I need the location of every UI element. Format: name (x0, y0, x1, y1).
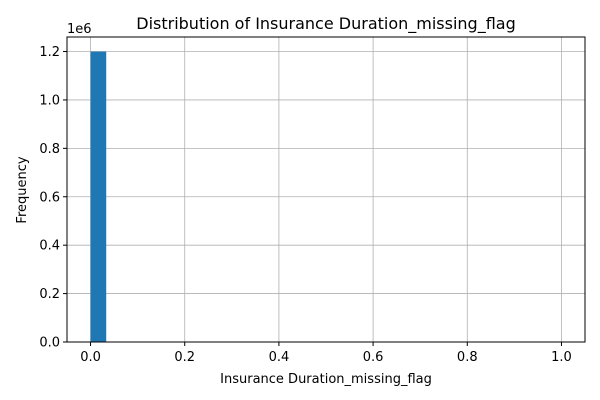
y-axis-ticks: 0.0 0.2 0.4 0.6 0.8 1.0 1.2 (39, 45, 67, 351)
y-tick-label: 1.0 (39, 93, 60, 108)
x-tick-label: 0.6 (363, 350, 384, 365)
x-axis-label: Insurance Duration_missing_flag (220, 372, 432, 387)
bars (90, 51, 107, 343)
histogram-bar (90, 51, 107, 343)
y-tick-label: 0.6 (39, 190, 60, 205)
y-tick-label: 0.2 (39, 287, 60, 302)
y-offset-label: 1e6 (67, 22, 92, 37)
x-axis-ticks: 0.0 0.2 0.4 0.6 0.8 1.0 (80, 342, 572, 365)
y-tick-label: 0.0 (39, 336, 60, 351)
x-tick-label: 1.0 (551, 350, 572, 365)
x-tick-label: 0.2 (174, 350, 195, 365)
y-tick-label: 0.4 (39, 239, 60, 254)
y-tick-label: 1.2 (39, 45, 60, 60)
x-tick-label: 0.4 (269, 350, 290, 365)
grid-lines (67, 37, 585, 343)
y-axis-label: Frequency (15, 156, 30, 223)
x-tick-label: 0.8 (457, 350, 478, 365)
x-tick-label: 0.0 (80, 350, 101, 365)
y-tick-label: 0.8 (39, 142, 60, 157)
plot-frame (66, 36, 586, 343)
chart-title: Distribution of Insurance Duration_missi… (136, 14, 516, 34)
